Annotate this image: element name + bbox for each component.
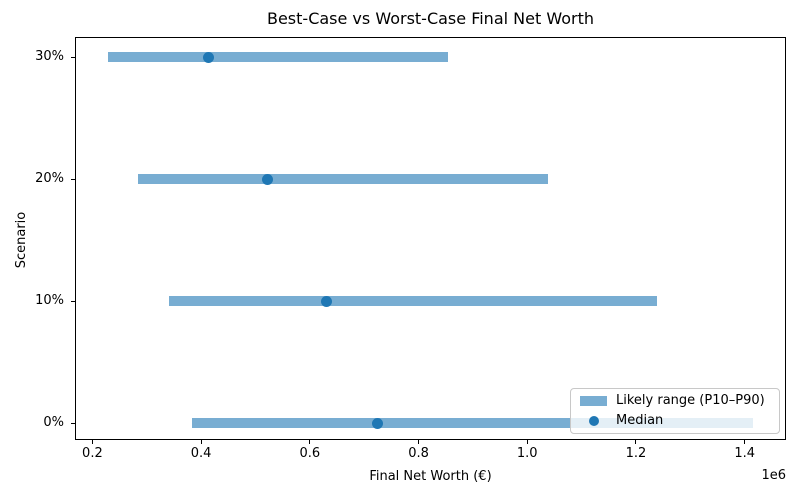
median-dot-20%: [261, 173, 273, 185]
y-axis-label: Scenario: [14, 211, 29, 269]
x-tick-label: 1.0: [516, 446, 538, 461]
y-tick-mark: [71, 300, 75, 302]
range-bar-0%: [191, 418, 753, 428]
x-tick-mark: [309, 440, 311, 444]
x-tick-label: 0.8: [408, 446, 429, 461]
legend-label-range: Likely range (P10–P90): [616, 393, 765, 409]
y-tick-label: 10%: [35, 293, 64, 308]
x-axis-label: Final Net Worth (€): [369, 469, 492, 484]
x-axis-offset-label: 1e6: [761, 468, 786, 483]
range-bar-swatch-icon: [580, 396, 607, 407]
range-bar-30%: [107, 52, 449, 62]
x-tick-mark: [635, 440, 637, 444]
y-tick-label: 30%: [35, 49, 64, 64]
x-tick-label: 0.6: [299, 446, 321, 461]
median-dot-swatch-icon: [588, 415, 599, 426]
median-dot-swatch-wrap: [580, 415, 607, 426]
x-tick-label: 0.2: [82, 446, 103, 461]
x-tick-mark: [200, 440, 202, 444]
plot-area: [75, 37, 786, 440]
legend-item-range: Likely range (P10–P90): [580, 393, 770, 410]
x-tick-label: 0.4: [190, 446, 212, 461]
y-tick-mark: [71, 422, 75, 424]
x-tick-label: 1.4: [734, 446, 756, 461]
y-tick-label: 0%: [43, 415, 64, 430]
legend: Likely range (P10–P90) Median: [570, 388, 780, 434]
legend-label-median: Median: [616, 412, 664, 428]
y-tick-mark: [71, 56, 75, 58]
median-dot-10%: [321, 295, 333, 307]
x-tick-mark: [418, 440, 420, 444]
median-dot-30%: [202, 51, 214, 63]
median-dot-0%: [372, 417, 384, 429]
x-tick-label: 1.2: [625, 446, 647, 461]
x-tick-mark: [526, 440, 528, 444]
range-bar-10%: [169, 296, 657, 306]
x-tick-mark: [744, 440, 746, 444]
y-tick-label: 20%: [35, 171, 64, 186]
chart-title: Best-Case vs Worst-Case Final Net Worth: [266, 9, 594, 28]
y-tick-mark: [71, 178, 75, 180]
x-tick-mark: [91, 440, 93, 444]
legend-item-median: Median: [580, 413, 770, 430]
range-bar-20%: [138, 174, 548, 184]
